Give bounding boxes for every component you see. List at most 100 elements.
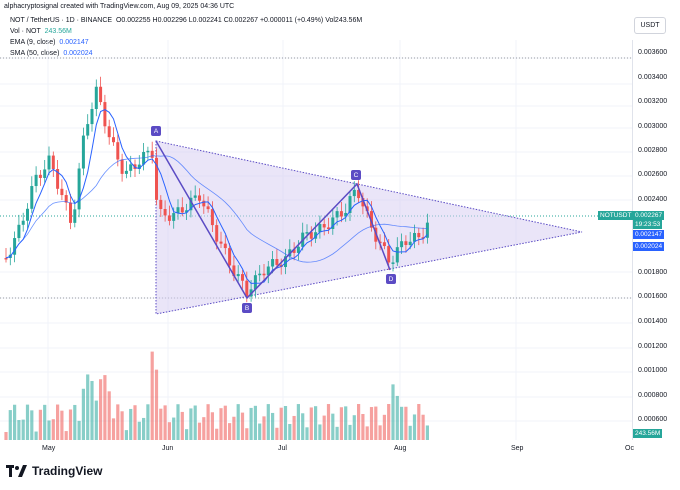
candle-body: [404, 241, 408, 245]
candle-body: [189, 197, 193, 211]
candle-body: [339, 211, 343, 217]
volume-bar: [124, 430, 128, 440]
y-tick: 0.000800: [638, 392, 668, 399]
volume-bar: [17, 420, 21, 440]
candle-body: [245, 280, 249, 297]
candle-body: [210, 209, 214, 226]
price-axis[interactable]: [632, 40, 680, 440]
volume-bar: [99, 379, 103, 440]
pattern-point-d[interactable]: D: [386, 274, 396, 284]
candle-body: [120, 159, 124, 174]
y-tick: 0.003600: [638, 49, 668, 56]
candle-body: [17, 224, 21, 239]
volume-bar: [38, 409, 42, 440]
volume-bar: [271, 412, 275, 440]
candle-body: [34, 174, 38, 187]
ema-line: [5, 109, 428, 284]
candle-body: [357, 189, 361, 199]
volume-bar: [8, 410, 12, 440]
volume-bar: [219, 408, 223, 440]
volume-bar: [133, 405, 137, 440]
volume-bar: [240, 412, 245, 440]
candle-body: [266, 266, 270, 276]
volume-bar: [146, 404, 150, 440]
candle-body: [133, 164, 137, 170]
volume-bar: [180, 411, 184, 440]
symbol-tag: NOTUSDT: [598, 211, 634, 220]
symbol-name[interactable]: NOT / TetherUS · 1D · BINANCE: [10, 17, 113, 24]
sma-value: 0.002024: [63, 50, 93, 57]
candle-body: [309, 232, 313, 239]
brand-name: TradingView: [32, 464, 103, 478]
candle-body: [215, 225, 219, 242]
pattern-point-b[interactable]: B: [242, 303, 252, 313]
volume-bar: [322, 415, 326, 440]
tradingview-logo[interactable]: TradingView: [6, 464, 102, 478]
candle-body: [284, 256, 287, 268]
volume-bar: [361, 413, 365, 440]
ohlc-values: O0.002255 H0.002296 L0.002241 C0.002267 …: [115, 17, 363, 24]
candle-body: [137, 164, 141, 170]
abcd-pattern-line[interactable]: [155, 140, 391, 300]
volume-bar: [25, 404, 30, 440]
volume-bar: [296, 404, 300, 440]
candle-body: [86, 124, 90, 136]
volume-bar: [77, 420, 81, 440]
volume-bar: [326, 404, 331, 440]
volume-legend[interactable]: Vol · NOT 243.56M: [10, 28, 72, 35]
candle-body: [129, 164, 133, 171]
volume-bar: [51, 419, 55, 440]
volume-bar: [103, 375, 107, 440]
volume-bar: [176, 404, 180, 440]
pattern-point-a[interactable]: A: [151, 126, 161, 136]
volume-bar: [197, 422, 202, 440]
candle-body: [361, 198, 365, 207]
volume-bar: [318, 424, 322, 440]
candle-body: [417, 232, 421, 238]
volume-bar: [150, 351, 154, 440]
candle-body: [296, 246, 300, 253]
candle-body: [51, 155, 55, 170]
y-tick: 0.001800: [638, 269, 668, 276]
volume-bar: [378, 425, 382, 440]
ema-value: 0.002147: [59, 39, 89, 46]
candle-body: [176, 207, 180, 214]
pattern-point-c[interactable]: C: [351, 170, 361, 180]
volume-bar: [365, 426, 369, 440]
candle-body: [241, 274, 244, 281]
volume-bar: [279, 407, 283, 440]
volume-bar: [86, 374, 90, 440]
x-tick: Jun: [162, 445, 174, 452]
volume-bar: [339, 407, 343, 440]
volume-bar: [111, 418, 116, 440]
candle-body: [13, 238, 17, 255]
volume-bar: [73, 404, 77, 440]
currency-button[interactable]: USDT: [634, 17, 666, 34]
candle-body: [202, 200, 206, 207]
sma-legend[interactable]: SMA (50, close) 0.002024: [10, 50, 93, 57]
candle-body: [305, 232, 309, 234]
candle-body: [107, 126, 111, 138]
volume-bar: [283, 406, 288, 440]
volume-bar: [142, 417, 146, 440]
volume-bar: [215, 428, 219, 440]
candle-body: [275, 259, 279, 265]
volume-bar: [21, 419, 25, 440]
x-tick: May: [42, 445, 56, 452]
candle-body: [116, 142, 120, 160]
candle-body: [331, 217, 335, 229]
volume-bar: [47, 420, 51, 440]
volume-bar: [210, 412, 214, 440]
volume-bars: [4, 351, 429, 440]
candle-body: [146, 150, 150, 153]
volume-bar: [245, 428, 249, 440]
candle-body: [73, 209, 77, 223]
candle-body: [352, 189, 356, 197]
candle-body: [236, 274, 240, 277]
volume-bar: [400, 406, 404, 440]
x-tick: Aug: [394, 445, 407, 452]
price-chart[interactable]: [0, 0, 632, 445]
volume-bar: [395, 395, 399, 440]
ema-legend[interactable]: EMA (9, close) 0.002147: [10, 39, 89, 46]
